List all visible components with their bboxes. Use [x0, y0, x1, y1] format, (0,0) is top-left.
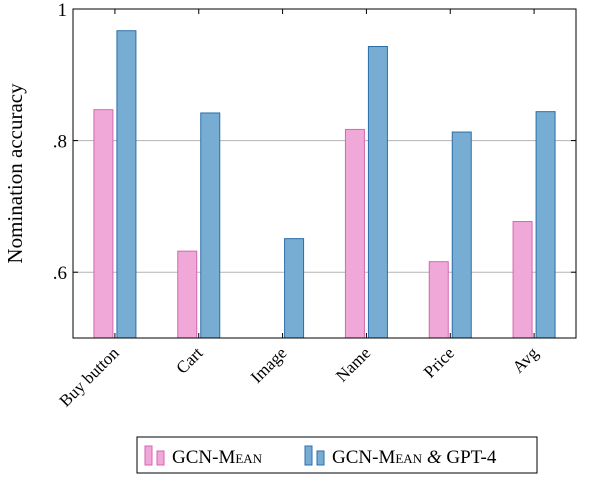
legend-swatch: [316, 450, 325, 466]
bar-gcn-mean-gpt4: [451, 131, 472, 339]
bar-gcn-mean-gpt4: [284, 238, 305, 339]
x-tick-label: Image: [247, 343, 290, 386]
bar-gcn-mean-gpt4: [116, 30, 137, 339]
legend-box: [136, 436, 538, 474]
x-tick-label: Avg: [509, 343, 543, 377]
legend-swatch: [156, 450, 165, 466]
legend-label: GCN-Mean: [172, 447, 263, 468]
legend-label: GCN-Mean & GPT-4: [332, 447, 497, 468]
x-tick-label: Cart: [172, 343, 206, 377]
x-tick-label: Name: [332, 343, 374, 385]
legend-swatch: [304, 445, 313, 466]
legend-swatch: [144, 445, 153, 466]
bar-gcn-mean: [428, 261, 449, 339]
y-tick-label: .6: [53, 263, 67, 284]
y-axis-label: Nomination accuracy: [3, 83, 27, 264]
bar-gcn-mean-gpt4: [367, 46, 388, 339]
bar-gcn-mean: [344, 128, 365, 339]
x-tick-label: Buy button: [56, 343, 124, 411]
bar-gcn-mean-gpt4: [200, 112, 221, 339]
bar-gcn-mean: [177, 250, 198, 339]
plot-frame: [72, 8, 577, 339]
bar-gcn-mean-gpt4: [535, 111, 556, 339]
bar-gcn-mean: [93, 109, 114, 339]
x-tick-label: Price: [420, 343, 458, 381]
bar-gcn-mean: [512, 221, 533, 339]
y-tick-label: .8: [53, 132, 67, 153]
y-tick-label: 1: [58, 0, 68, 21]
